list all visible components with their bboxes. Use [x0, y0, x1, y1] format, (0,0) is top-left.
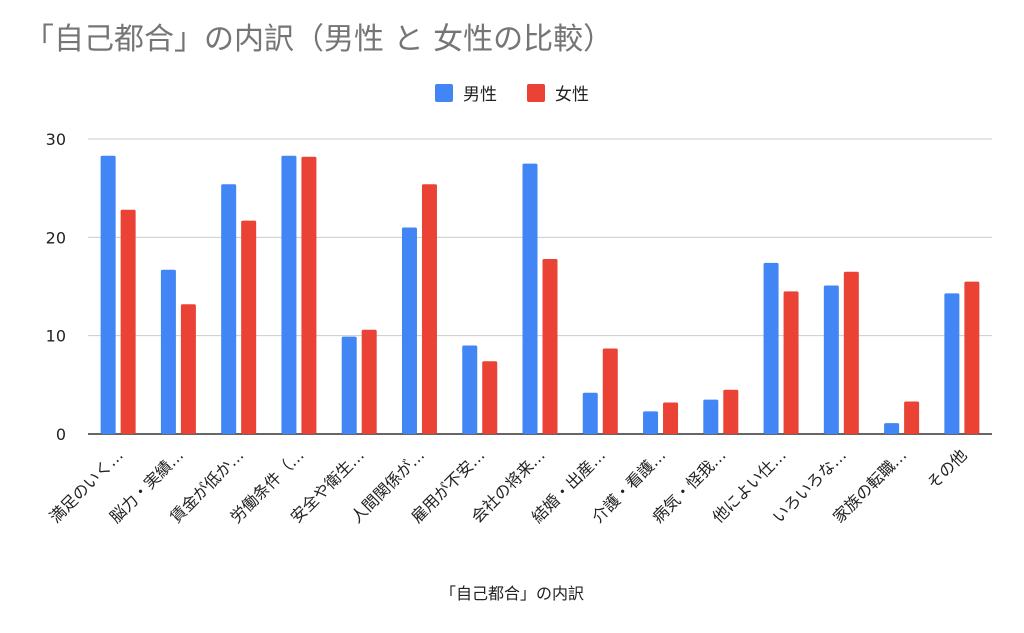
bar-female [904, 401, 920, 434]
bar-male [763, 262, 779, 434]
bar-female [180, 304, 196, 434]
bar-female [361, 329, 377, 434]
bar-male [944, 293, 960, 434]
bar-male [643, 411, 659, 434]
bar-female [542, 258, 558, 434]
bar-female [783, 291, 799, 434]
legend-label-male: 男性 [463, 85, 497, 105]
legend-item-male[interactable]: 男性 [435, 80, 497, 105]
bar-female [301, 156, 317, 434]
legend-item-female[interactable]: 女性 [527, 80, 589, 105]
bar-male [582, 392, 598, 434]
bar-male [221, 184, 237, 434]
bar-male [522, 163, 538, 435]
y-tick-label: 0 [56, 425, 66, 444]
y-tick-label: 10 [46, 327, 66, 346]
bar-male [160, 269, 176, 434]
bar-male [462, 345, 478, 434]
bar-male [401, 227, 417, 434]
bar-female [964, 281, 980, 434]
bar-female [120, 209, 136, 434]
bar-male [823, 285, 839, 434]
y-tick-label: 30 [46, 130, 66, 149]
chart-title: 「自己都合」の内訳（男性 と 女性の比較） [24, 22, 614, 57]
bar-male [100, 155, 116, 434]
x-axis-title: 「自己都合」の内訳 [439, 584, 584, 603]
legend-swatch-male [435, 83, 453, 102]
bar-female [602, 348, 618, 434]
x-tick-label: その他 [923, 445, 970, 492]
bar-male [341, 336, 357, 434]
bar-male [884, 423, 900, 434]
legend-swatch-female [527, 83, 545, 102]
legend-label-female: 女性 [555, 85, 589, 105]
y-tick-label: 20 [46, 228, 66, 247]
bar-male [703, 399, 719, 434]
legend: 男性 女性 [0, 80, 1024, 105]
bar-female [482, 361, 498, 434]
bar-female [663, 402, 679, 434]
bar-female [241, 220, 257, 434]
bar-female [843, 271, 859, 434]
bar-male [281, 155, 297, 434]
bar-female [723, 389, 739, 434]
bar-female [421, 184, 437, 434]
